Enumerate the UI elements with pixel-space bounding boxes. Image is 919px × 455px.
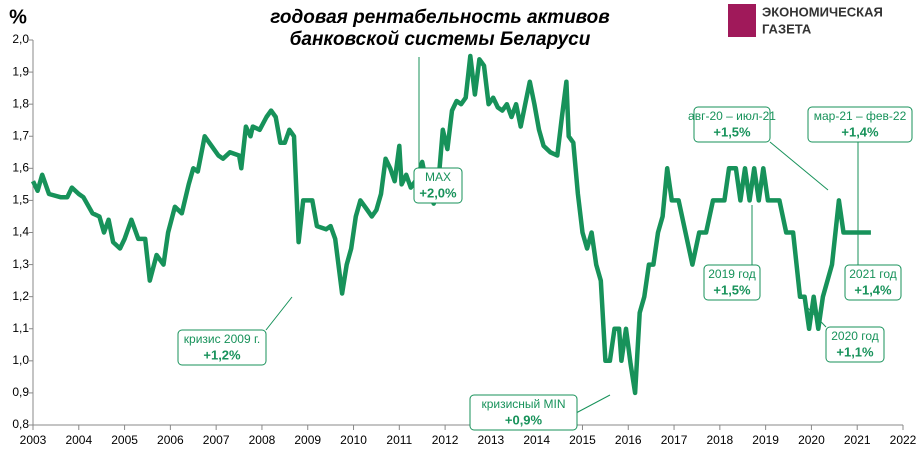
annotation-box bbox=[693, 106, 771, 143]
y-tick-label: 1,4 bbox=[12, 225, 29, 239]
y-tick-label: 1,2 bbox=[12, 289, 29, 303]
annotation-text: кризис 2009 г. bbox=[184, 332, 260, 346]
y-tick-label: 1,3 bbox=[12, 257, 29, 271]
annotation-text: мар-21 – фев-22 bbox=[814, 109, 907, 123]
annotation-text: авг-20 – июл-21 bbox=[688, 109, 776, 123]
line-series bbox=[30, 53, 871, 396]
x-tick-label: 2014 bbox=[523, 433, 550, 447]
x-tick-label: 2020 bbox=[798, 433, 825, 447]
y-tick-label: 1,9 bbox=[12, 64, 29, 78]
logo-text: ГАЗЕТА bbox=[762, 21, 812, 36]
annotation-value: +1,5% bbox=[713, 124, 751, 139]
annotation-box bbox=[177, 329, 267, 366]
annotation-pointer bbox=[265, 296, 293, 331]
y-tick-label: 1,5 bbox=[12, 193, 29, 207]
y-tick-label: 1,0 bbox=[12, 353, 29, 367]
x-tick-label: 2013 bbox=[478, 433, 505, 447]
y-tick-label: 2,0 bbox=[12, 32, 29, 46]
x-tick-label: 2006 bbox=[157, 433, 184, 447]
annotation-pointer bbox=[804, 304, 827, 328]
x-tick-label: 2007 bbox=[203, 433, 230, 447]
x-tick-label: 2003 bbox=[20, 433, 47, 447]
annotation-box bbox=[825, 326, 885, 363]
annotation-value: +2,0% bbox=[419, 185, 457, 200]
x-tick-label: 2004 bbox=[65, 433, 92, 447]
chart-title: годовая рентабельность активов bbox=[270, 7, 610, 28]
annotation-pointer bbox=[769, 141, 829, 191]
annotation-box bbox=[413, 167, 463, 204]
x-tick-label: 2012 bbox=[432, 433, 459, 447]
y-tick-label: 1,1 bbox=[12, 321, 29, 335]
chart-subtitle: банковской системы Беларуси bbox=[290, 29, 591, 50]
annotation-value: +1,2% bbox=[203, 347, 241, 362]
x-tick-label: 2017 bbox=[661, 433, 688, 447]
x-tick-label: 2008 bbox=[249, 433, 276, 447]
x-tick-label: 2011 bbox=[386, 433, 412, 447]
x-tick-label: 2009 bbox=[294, 433, 321, 447]
annotation-value: +0,9% bbox=[505, 412, 543, 427]
annotation-value: +1,4% bbox=[854, 282, 892, 297]
y-axis-label: % bbox=[9, 6, 27, 28]
annotation-box bbox=[469, 394, 578, 431]
logo-icon bbox=[728, 4, 756, 37]
x-tick-label: 2016 bbox=[615, 433, 642, 447]
x-tick-label: 2021 bbox=[844, 433, 871, 447]
annotation-value: +1,1% bbox=[836, 344, 874, 359]
annotation-text: 2020 год bbox=[831, 329, 879, 343]
annotation-value: +1,4% bbox=[841, 124, 879, 139]
y-tick-label: 1,6 bbox=[12, 161, 29, 175]
y-tick-label: 1,8 bbox=[12, 96, 29, 110]
annotation-box bbox=[807, 106, 913, 143]
y-tick-label: 0,8 bbox=[12, 417, 29, 431]
x-tick-label: 2019 bbox=[752, 433, 779, 447]
x-tick-label: 2022 bbox=[890, 433, 917, 447]
logo-text: ЭКОНОМИЧЕСКАЯ bbox=[762, 4, 883, 19]
annotation-text: 2021 год bbox=[849, 267, 897, 281]
x-tick-label: 2015 bbox=[569, 433, 596, 447]
x-tick-label: 2005 bbox=[111, 433, 138, 447]
annotation-text: MAX bbox=[425, 170, 451, 184]
annotation-text: 2019 год bbox=[708, 267, 756, 281]
x-tick-label: 2010 bbox=[340, 433, 367, 447]
annotation-box bbox=[703, 264, 761, 301]
y-tick-label: 0,9 bbox=[12, 385, 29, 399]
annotation-text: кризисный MIN bbox=[481, 397, 565, 411]
y-tick-label: 1,7 bbox=[12, 128, 29, 142]
annotation-value: +1,5% bbox=[713, 282, 751, 297]
annotation-pointer bbox=[576, 394, 611, 413]
x-tick-label: 2018 bbox=[706, 433, 733, 447]
annotation-box bbox=[844, 264, 902, 301]
